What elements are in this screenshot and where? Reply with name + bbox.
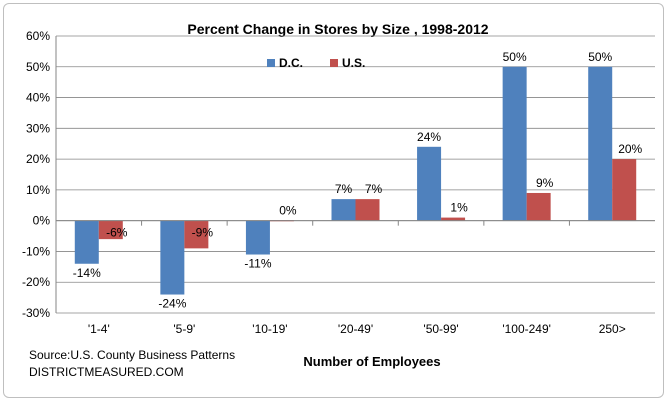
data-label: -11% bbox=[244, 257, 271, 271]
bar-us bbox=[355, 199, 380, 221]
data-label: -14% bbox=[73, 266, 101, 280]
bar-dc bbox=[588, 66, 613, 221]
bars: -14% -6% -24% -9% -11% 0% 7% 7% 24% 1% 50% 9% 50% 20% bbox=[73, 50, 643, 311]
x-tick-label: '1-4' bbox=[88, 322, 110, 336]
legend-label: U.S. bbox=[342, 56, 365, 70]
y-tick-label: 20% bbox=[26, 152, 50, 166]
legend-swatch bbox=[267, 59, 275, 67]
bar-dc bbox=[331, 199, 356, 221]
y-tick-label: 40% bbox=[26, 91, 50, 105]
x-tick-label: '50-99' bbox=[423, 322, 458, 336]
data-label: 1% bbox=[450, 201, 468, 215]
bar-us bbox=[441, 217, 466, 221]
y-tick-label: -20% bbox=[22, 275, 50, 289]
y-tick-label: 60% bbox=[26, 29, 50, 43]
bar-dc bbox=[74, 220, 99, 264]
data-label: -24% bbox=[158, 297, 186, 311]
x-tick-label: '10-19' bbox=[252, 322, 287, 336]
y-tick-label: 30% bbox=[26, 121, 50, 135]
source-line-2: DISTRICTMEASURED.COM bbox=[29, 365, 184, 379]
bar-dc bbox=[245, 220, 270, 255]
y-tick-label: -10% bbox=[22, 244, 50, 258]
y-tick-label: 50% bbox=[26, 60, 50, 74]
legend: D.C. U.S. bbox=[267, 56, 365, 70]
y-tick-label: -30% bbox=[22, 306, 50, 320]
y-axis: -30% -20% -10% 0% 10% 20% 30% 40% 50% 60% bbox=[22, 29, 57, 320]
bar-dc bbox=[160, 220, 185, 295]
x-tick-label: '5-9' bbox=[173, 322, 195, 336]
data-label: 9% bbox=[536, 176, 554, 190]
x-tick-label: 250> bbox=[599, 322, 626, 336]
data-label: 50% bbox=[588, 50, 612, 64]
data-label: 20% bbox=[618, 142, 642, 156]
bar-us bbox=[526, 192, 551, 221]
y-tick-label: 10% bbox=[26, 183, 50, 197]
data-label: 50% bbox=[503, 50, 527, 64]
data-label: -9% bbox=[192, 226, 214, 240]
data-label: 7% bbox=[335, 182, 353, 196]
y-tick-label: 0% bbox=[33, 214, 51, 228]
source-line-1: Source:U.S. County Business Patterns bbox=[29, 348, 235, 362]
data-label: 24% bbox=[417, 130, 441, 144]
bar-dc bbox=[417, 146, 442, 221]
gridlines bbox=[56, 35, 655, 314]
x-tick-label: '20-49' bbox=[338, 322, 373, 336]
data-label: -6% bbox=[106, 226, 128, 240]
chart-title: Percent Change in Stores by Size , 1998-… bbox=[187, 21, 488, 37]
bar-us bbox=[184, 220, 209, 249]
x-axis: '1-4' '5-9' '10-19' '20-49' '50-99' '100-249'… bbox=[55, 220, 655, 336]
bar-dc bbox=[502, 66, 527, 221]
data-label: 0% bbox=[279, 204, 297, 218]
x-axis-title: Number of Employees bbox=[303, 354, 440, 369]
data-label: 7% bbox=[365, 182, 383, 196]
bar-us bbox=[98, 220, 123, 240]
x-tick-label: '100-249' bbox=[502, 322, 551, 336]
legend-swatch bbox=[330, 59, 338, 67]
bar-us bbox=[612, 159, 637, 221]
legend-label: D.C. bbox=[279, 56, 303, 70]
